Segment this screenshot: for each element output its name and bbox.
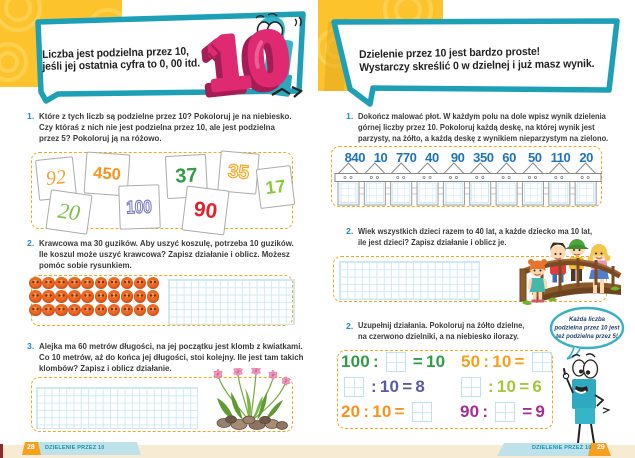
- svg-text:też podzielna przez 5!: też podzielna przez 5!: [556, 334, 618, 340]
- svg-text:10: 10: [203, 15, 294, 105]
- svg-text:Każda liczba: Każda liczba: [569, 317, 606, 323]
- svg-text:podzielna przez 10 jest: podzielna przez 10 jest: [553, 326, 620, 332]
